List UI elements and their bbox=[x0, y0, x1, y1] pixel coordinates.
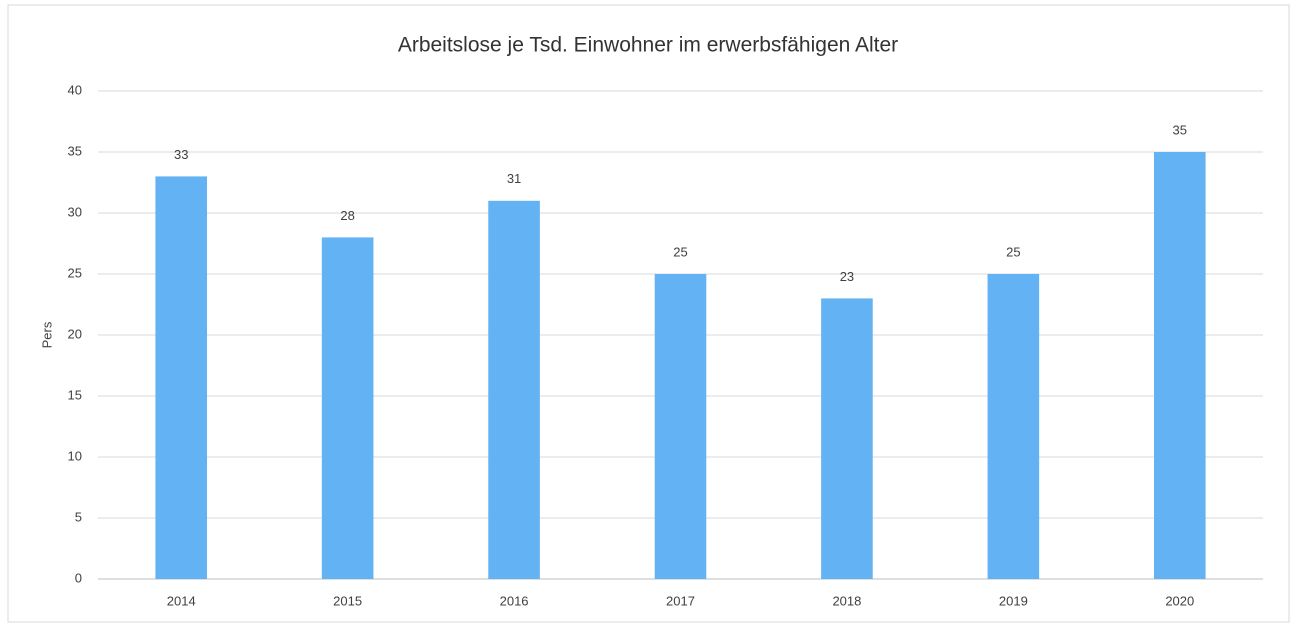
bar bbox=[821, 298, 873, 579]
bar bbox=[987, 274, 1040, 579]
x-tick-label: 2018 bbox=[832, 593, 861, 608]
y-tick-label: 5 bbox=[75, 509, 82, 524]
y-axis-label: Pers bbox=[39, 321, 54, 348]
x-tick-label: 2020 bbox=[1165, 593, 1194, 608]
data-label: 33 bbox=[174, 147, 188, 162]
bar bbox=[321, 237, 374, 579]
data-label: 25 bbox=[673, 244, 687, 259]
data-label: 23 bbox=[840, 269, 854, 284]
y-tick-label: 25 bbox=[68, 265, 82, 280]
bar bbox=[1153, 152, 1206, 579]
x-tick-label: 2014 bbox=[167, 593, 196, 608]
y-tick-label: 20 bbox=[68, 326, 82, 341]
data-label: 35 bbox=[1173, 122, 1187, 137]
chart-border bbox=[7, 4, 1290, 623]
data-label: 31 bbox=[507, 171, 521, 186]
chart-title: Arbeitslose je Tsd. Einwohner im erwerbs… bbox=[398, 34, 898, 57]
y-tick-label: 40 bbox=[68, 82, 82, 97]
y-tick-label: 35 bbox=[68, 143, 82, 158]
x-tick-label: 2016 bbox=[500, 593, 529, 608]
y-tick-label: 10 bbox=[68, 448, 82, 463]
bar bbox=[488, 200, 540, 580]
x-tick-label: 2015 bbox=[333, 593, 362, 608]
y-tick-label: 0 bbox=[75, 570, 82, 585]
data-label: 28 bbox=[340, 208, 354, 223]
y-tick-label: 30 bbox=[68, 204, 82, 219]
bar bbox=[155, 176, 208, 579]
y-tick-label: 15 bbox=[68, 387, 82, 402]
x-tick-label: 2017 bbox=[666, 593, 695, 608]
bar bbox=[654, 274, 707, 579]
data-label: 25 bbox=[1006, 244, 1020, 259]
x-tick-label: 2019 bbox=[999, 593, 1028, 608]
